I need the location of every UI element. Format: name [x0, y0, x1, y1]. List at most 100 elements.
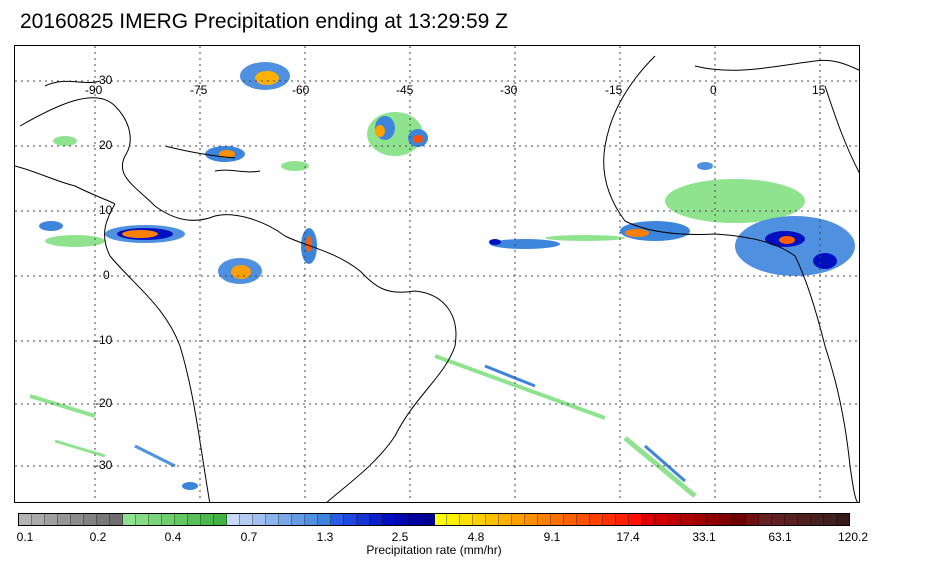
- colorbar-cell: [655, 514, 669, 525]
- lat-label: -20: [95, 396, 113, 410]
- colorbar-cell: [19, 514, 32, 525]
- precip-cell: [545, 235, 625, 241]
- precip-cell: [697, 162, 713, 170]
- precip-cell: [231, 265, 251, 279]
- colorbar-tick: 0.7: [240, 530, 258, 544]
- precip-cell: [413, 135, 423, 143]
- colorbar-cell: [733, 514, 747, 525]
- lon-label: -30: [500, 83, 518, 97]
- precip-cell: [53, 136, 77, 146]
- colorbar-title: Precipitation rate (mm/hr): [366, 543, 502, 557]
- latitude-labels: 30 20 10 0 -10 -20 -30: [95, 73, 113, 472]
- colorbar-cell: [31, 514, 45, 525]
- americas-east-coast: [19, 97, 457, 502]
- colorbar-cell: [148, 514, 162, 525]
- central-america-coast: [15, 165, 116, 205]
- colorbar-cell: [512, 514, 526, 525]
- lon-label: -90: [85, 83, 103, 97]
- precip-cell: [735, 216, 855, 276]
- colorbar-cell: [161, 514, 175, 525]
- precip-cell: [182, 482, 198, 490]
- lat-label: 30: [99, 73, 113, 87]
- precipitation-layer: [29, 62, 855, 498]
- colorbar-cell: [226, 514, 240, 525]
- colorbar-cell: [200, 514, 214, 525]
- africa-coast: [603, 55, 859, 502]
- colorbar-cell: [395, 514, 409, 525]
- precipitation-map[interactable]: -90 -75 -60 -45 -30 -15 0 15 30 20 10 0 …: [14, 45, 860, 503]
- lon-label: 0: [710, 83, 717, 97]
- precip-cell: [813, 253, 837, 269]
- colorbar: [18, 513, 850, 526]
- colorbar-cell: [798, 514, 812, 525]
- precip-band: [134, 444, 176, 468]
- precip-cell: [779, 236, 795, 244]
- colorbar-cell: [811, 514, 825, 525]
- precip-cell: [39, 221, 63, 231]
- precip-band: [434, 354, 606, 420]
- precip-band: [29, 394, 96, 418]
- colorbar-tick: 4.8: [467, 530, 485, 544]
- precip-cell: [281, 161, 309, 171]
- lat-label: 10: [99, 203, 113, 217]
- lon-label: -60: [292, 83, 310, 97]
- gulf-coast: [44, 80, 101, 87]
- colorbar-cell: [694, 514, 708, 525]
- colorbar-cell: [434, 514, 448, 525]
- colorbar-cell: [239, 514, 253, 525]
- colorbar-tick: 63.1: [768, 530, 792, 544]
- colorbar-cell: [720, 514, 734, 525]
- precip-cell: [122, 230, 158, 238]
- colorbar-cell: [785, 514, 799, 525]
- colorbar-cell: [304, 514, 318, 525]
- colorbar-cell: [837, 514, 849, 525]
- colorbar-cell: [278, 514, 292, 525]
- colorbar-cell: [746, 514, 760, 525]
- colorbar-cell: [824, 514, 838, 525]
- lat-label: -10: [95, 333, 113, 347]
- precip-band: [54, 439, 106, 458]
- colorbar-cell: [109, 514, 123, 525]
- colorbar-cell: [421, 514, 435, 525]
- gridlines: [15, 46, 859, 502]
- colorbar-tick-labels: 0.1 0.2 0.4 0.7 1.3 2.5 4.8 9.1 17.4 33.…: [0, 530, 944, 546]
- colorbar-cell: [577, 514, 591, 525]
- colorbar-cell: [317, 514, 331, 525]
- lat-label: -30: [95, 458, 113, 472]
- precip-cell: [306, 236, 312, 252]
- mediterranean-coast: [694, 59, 859, 71]
- coastlines: [15, 55, 859, 502]
- colorbar-tick: 33.1: [692, 530, 716, 544]
- colorbar-cell: [590, 514, 604, 525]
- colorbar-cell: [330, 514, 344, 525]
- precip-band: [623, 436, 697, 498]
- colorbar-cell: [408, 514, 422, 525]
- precip-band: [484, 364, 536, 388]
- colorbar-tick: 17.4: [616, 530, 640, 544]
- colorbar-cell: [447, 514, 461, 525]
- precip-cell: [625, 229, 649, 237]
- colorbar-cell: [772, 514, 786, 525]
- colorbar-cell: [603, 514, 617, 525]
- precip-cell: [219, 150, 235, 158]
- colorbar-tick: 2.5: [391, 530, 409, 544]
- precip-cell: [489, 239, 501, 245]
- colorbar-tick: 0.1: [16, 530, 34, 544]
- colorbar-cell: [252, 514, 266, 525]
- colorbar-cell: [369, 514, 383, 525]
- lon-label: 15: [812, 83, 826, 97]
- lon-label: -75: [190, 83, 208, 97]
- precip-cell: [490, 239, 560, 249]
- colorbar-cell: [187, 514, 201, 525]
- colorbar-tick: 0.4: [164, 530, 182, 544]
- colorbar-cell: [174, 514, 188, 525]
- precip-band: [644, 444, 686, 483]
- lat-label: 0: [103, 268, 110, 282]
- colorbar-tick: 9.1: [543, 530, 561, 544]
- colorbar-cell: [83, 514, 97, 525]
- longitude-labels: -90 -75 -60 -45 -30 -15 0 15: [85, 83, 826, 97]
- lon-label: -45: [396, 83, 414, 97]
- colorbar-cell: [707, 514, 721, 525]
- colorbar-cell: [642, 514, 656, 525]
- colorbar-cell: [96, 514, 110, 525]
